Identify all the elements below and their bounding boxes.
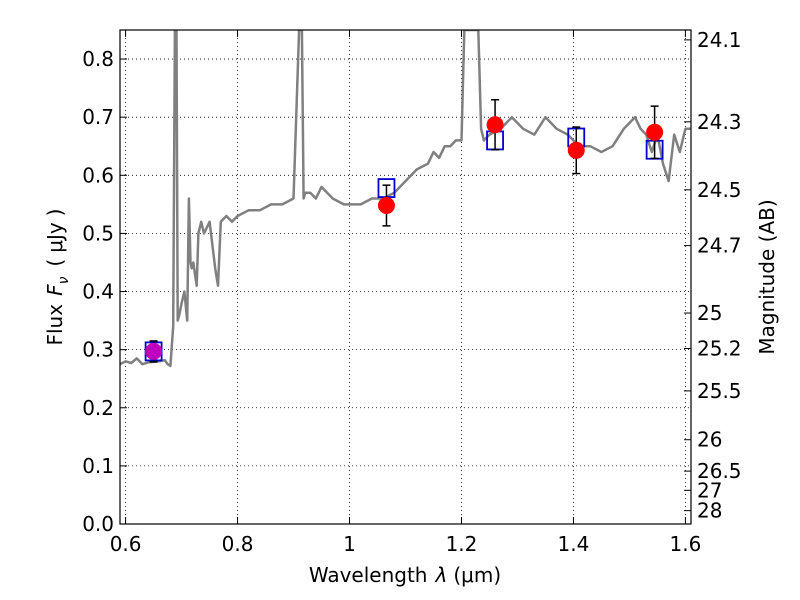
photometry-point: [145, 342, 163, 360]
x-tick-label: 1.6: [669, 532, 701, 556]
y-tick-label: 0.0: [82, 512, 114, 536]
y2-tick-label: 26.5: [697, 459, 742, 483]
y-tick-label: 0.7: [82, 105, 114, 129]
ticks: 0.6 0.8 1 1.2 1.4 1.6 0.0 0.1 0.2 0.3 0.4 0.5 0.6 0.7…: [82, 28, 741, 556]
photometry-point: [486, 116, 504, 134]
photometry-point: [567, 141, 585, 159]
y2-tick-label: 25.5: [697, 379, 742, 403]
y2-axis-label: Magnitude (AB): [755, 199, 779, 354]
x-axis-label: Wavelength λ (μm): [309, 563, 501, 587]
y-tick-label: 0.8: [82, 47, 114, 71]
y2-tick-label: 24.1: [697, 28, 742, 52]
x-tick-label: 0.6: [110, 532, 142, 556]
photometry-point: [646, 123, 664, 141]
y2-tick-label: 24.7: [697, 234, 742, 258]
y-axis-label: FluxFν(μJy): [43, 208, 72, 345]
y-tick-label: 0.3: [82, 338, 114, 362]
y-tick-label: 0.4: [82, 280, 114, 304]
x-tick-label: 1.2: [446, 532, 478, 556]
plot-frame: [119, 29, 692, 525]
y2-tick-label: 24.5: [697, 178, 742, 202]
y2-tick-label: 26: [697, 428, 722, 452]
photometry-layer: [144, 98, 664, 363]
y-tick-label: 0.5: [82, 221, 114, 245]
photometry-point: [377, 197, 395, 215]
x-tick-label: 0.8: [222, 532, 254, 556]
y-tick-label: 0.6: [82, 163, 114, 187]
y-tick-label: 0.1: [82, 454, 114, 478]
y2-tick-label: 28: [697, 499, 722, 523]
y2-tick-label: 27: [697, 478, 722, 502]
y2-tick-label: 24.3: [697, 110, 742, 134]
y2-tick-label: 25: [697, 301, 722, 325]
y-tick-label: 0.2: [82, 396, 114, 420]
x-tick-label: 1: [343, 532, 356, 556]
x-tick-label: 1.4: [558, 532, 590, 556]
y2-tick-label: 25.2: [697, 336, 742, 360]
